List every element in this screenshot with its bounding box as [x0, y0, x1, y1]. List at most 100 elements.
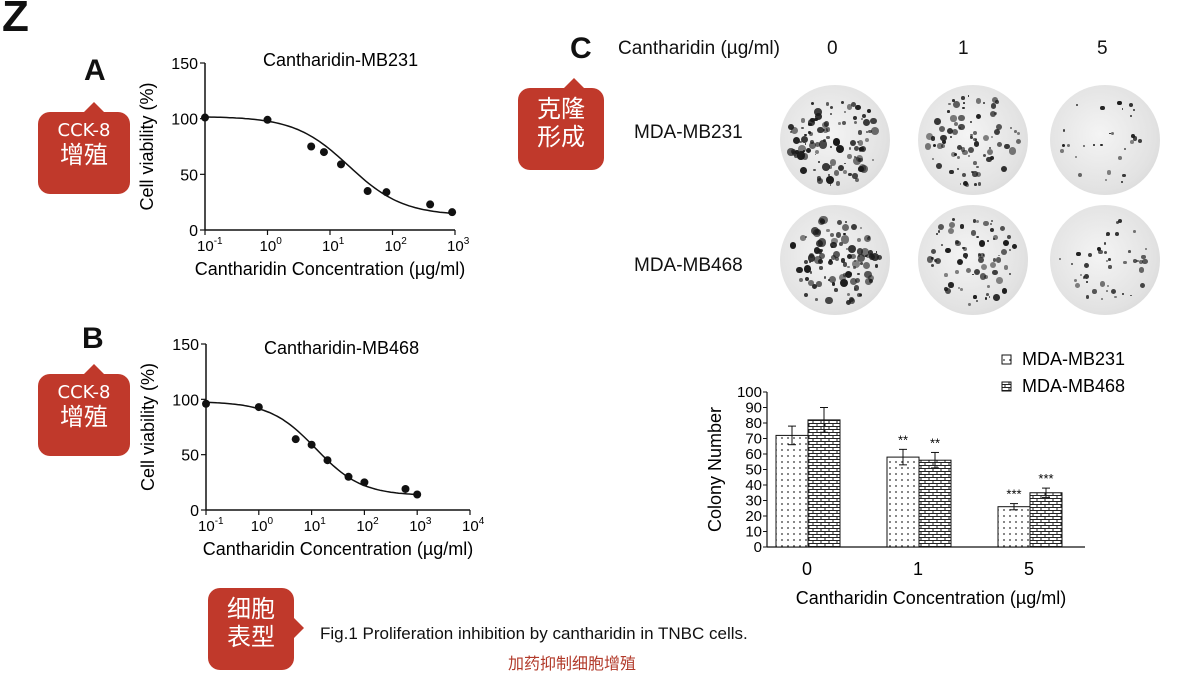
colony-dot	[1120, 180, 1124, 183]
colony-dot	[1104, 179, 1107, 181]
colony-dot	[1003, 264, 1009, 270]
colony-dot	[1106, 170, 1112, 175]
colony-dot	[831, 246, 834, 248]
colony-dot	[948, 102, 951, 106]
colony-dot	[817, 259, 823, 264]
colony-dot	[849, 139, 857, 146]
colony-dot	[852, 173, 858, 179]
colony-dot	[788, 124, 795, 131]
colony-dot	[1010, 126, 1013, 129]
x-axis-label: Cantharidin Concentration (µg/ml)	[203, 539, 474, 559]
panel-c-callout-line2: 形成	[537, 122, 585, 151]
colony-dot	[998, 254, 1000, 257]
data-point	[344, 472, 353, 481]
panel-b-letter: B	[82, 322, 104, 355]
colony-dot	[957, 287, 960, 290]
colony-dot	[835, 232, 842, 238]
colony-dot	[1110, 131, 1115, 136]
colony-dot	[951, 218, 955, 222]
significance-label: ***	[1038, 471, 1053, 486]
panel-c-letter: C	[570, 32, 592, 65]
colony-dot	[978, 240, 986, 247]
colony-dot	[1082, 144, 1085, 147]
figure-caption-chinese: 加药抑制细胞增殖	[508, 654, 637, 673]
panel-b-callout-line1: CCK-8	[57, 382, 111, 403]
bar	[886, 456, 920, 548]
colony-dot	[1006, 234, 1012, 240]
colony-dot	[976, 219, 980, 223]
colony-dot	[840, 100, 844, 104]
y-tick-label: 100	[172, 392, 199, 409]
colony-dot	[962, 246, 967, 251]
colony-dot	[959, 127, 962, 129]
dose-label-1: 1	[958, 38, 969, 59]
panel-a-callout-line1: CCK-8	[57, 120, 111, 141]
colony-dot	[945, 247, 951, 254]
colony-dot	[836, 220, 842, 226]
colony-dot	[960, 147, 966, 152]
x-tick-label: 10-1	[197, 236, 223, 255]
colony-dot	[969, 120, 973, 123]
colony-dot	[844, 162, 846, 165]
colony-dot	[1087, 252, 1092, 257]
colony-dot	[1108, 265, 1112, 269]
colony-dot	[842, 273, 847, 277]
colony-dish	[780, 85, 890, 195]
colony-dot	[948, 222, 955, 228]
colony-dot	[960, 288, 963, 291]
colony-dot	[1138, 267, 1145, 273]
colony-dot	[1100, 143, 1103, 147]
data-point	[319, 148, 328, 157]
colony-dot	[831, 237, 838, 245]
data-point	[307, 142, 316, 151]
colony-dot	[978, 256, 984, 263]
colony-dot	[961, 172, 967, 178]
colony-dot	[829, 106, 833, 110]
colony-dot	[800, 118, 806, 124]
colony-dot	[975, 171, 981, 177]
colony-dot	[816, 281, 822, 287]
colony-dot	[825, 297, 833, 305]
colony-dot	[809, 260, 812, 263]
colony-dot	[972, 295, 977, 299]
colony-dot	[995, 100, 1000, 105]
colony-dot	[1099, 281, 1106, 287]
colony-dot	[1008, 147, 1016, 155]
colony-dot	[999, 225, 1006, 232]
y-tick-label: 90	[745, 400, 762, 417]
colony-dot	[798, 145, 806, 154]
significance-label: ***	[1006, 487, 1021, 502]
panel-a-letter: A	[84, 54, 106, 87]
colony-dot	[989, 261, 996, 268]
colony-dot	[1115, 220, 1120, 225]
colony-dot	[935, 163, 942, 169]
colony-dot	[1106, 284, 1109, 287]
colony-dot	[862, 261, 871, 269]
y-tick-label: 30	[745, 493, 762, 510]
colony-dot	[944, 286, 949, 291]
colony-dot	[1114, 296, 1117, 299]
colony-dot	[1136, 259, 1139, 263]
data-point	[202, 399, 210, 408]
colony-dot	[973, 160, 977, 165]
colony-dot	[1106, 259, 1109, 262]
y-tick-label: 0	[190, 503, 199, 520]
data-point	[307, 440, 316, 449]
colony-dot	[996, 277, 1003, 284]
colony-dot	[1128, 250, 1131, 253]
colony-dot	[957, 123, 965, 131]
colony-dot	[806, 147, 812, 154]
colony-dot	[944, 273, 948, 277]
colony-dot	[1104, 251, 1108, 255]
y-tick-label: 70	[745, 431, 762, 448]
colony-dot	[869, 252, 874, 258]
colony-dot	[1062, 129, 1066, 132]
colony-dot	[843, 169, 848, 174]
colony-dot	[809, 132, 814, 137]
colony-dot	[930, 263, 935, 267]
figure-caption: Fig.1 Proliferation inhibition by cantha…	[320, 624, 748, 643]
colony-dot	[1132, 108, 1136, 112]
colony-dot	[856, 155, 864, 163]
colony-dot	[1079, 274, 1082, 277]
colony-dot	[985, 292, 989, 296]
